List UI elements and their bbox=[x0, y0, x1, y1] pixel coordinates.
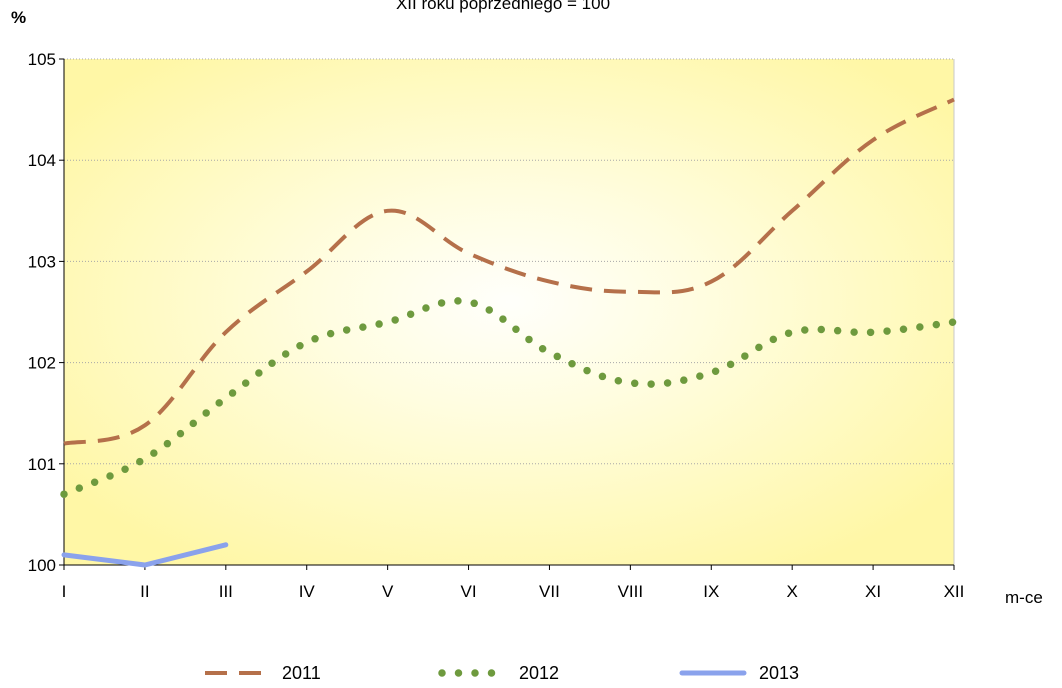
x-axis-label: m-ce bbox=[1005, 588, 1043, 607]
y-tick-label: 101 bbox=[28, 455, 56, 474]
legend-label-2011: 2011 bbox=[282, 663, 321, 683]
x-tick-label: X bbox=[787, 582, 798, 601]
y-tick-label: 104 bbox=[28, 151, 56, 170]
series-line-2013 bbox=[61, 542, 229, 568]
chart-title-text: XII roku poprzedniego = 100 bbox=[396, 0, 610, 13]
y-tick-label: 100 bbox=[28, 556, 56, 575]
legend-label-2013: 2013 bbox=[759, 663, 799, 683]
y-tick-label: 105 bbox=[28, 50, 56, 69]
x-tick-label: I bbox=[62, 582, 67, 601]
x-tick-label: III bbox=[219, 582, 233, 601]
x-tick-label: V bbox=[382, 582, 394, 601]
x-tick-label: IV bbox=[299, 582, 316, 601]
y-axis-unit-label: % bbox=[11, 8, 26, 27]
x-tick-label: XI bbox=[865, 582, 881, 601]
x-tick-label: VIII bbox=[618, 582, 644, 601]
y-tick-label: 103 bbox=[28, 252, 56, 271]
series-line-2012 bbox=[60, 297, 958, 498]
axes bbox=[63, 59, 954, 566]
series-line-2011 bbox=[63, 97, 955, 446]
y-axis-ticks: 100 101 102 103 104 105 bbox=[28, 50, 64, 575]
gridlines bbox=[64, 58, 955, 565]
chart-title: XII roku poprzedniego = 100 bbox=[396, 0, 610, 13]
legend-label-2012: 2012 bbox=[519, 663, 559, 683]
x-tick-label: VI bbox=[461, 582, 477, 601]
x-tick-label: VII bbox=[539, 582, 560, 601]
x-axis-ticks: I II III IV V VI VII VIII IX X XI XII bbox=[62, 565, 965, 601]
series-layer bbox=[60, 97, 958, 568]
plot-area bbox=[64, 59, 954, 565]
y-tick-label: 102 bbox=[28, 354, 56, 373]
x-tick-label: II bbox=[140, 582, 149, 601]
x-tick-label: IX bbox=[703, 582, 719, 601]
legend: 2011 2012 2013 bbox=[205, 663, 799, 683]
x-tick-label: XII bbox=[944, 582, 965, 601]
